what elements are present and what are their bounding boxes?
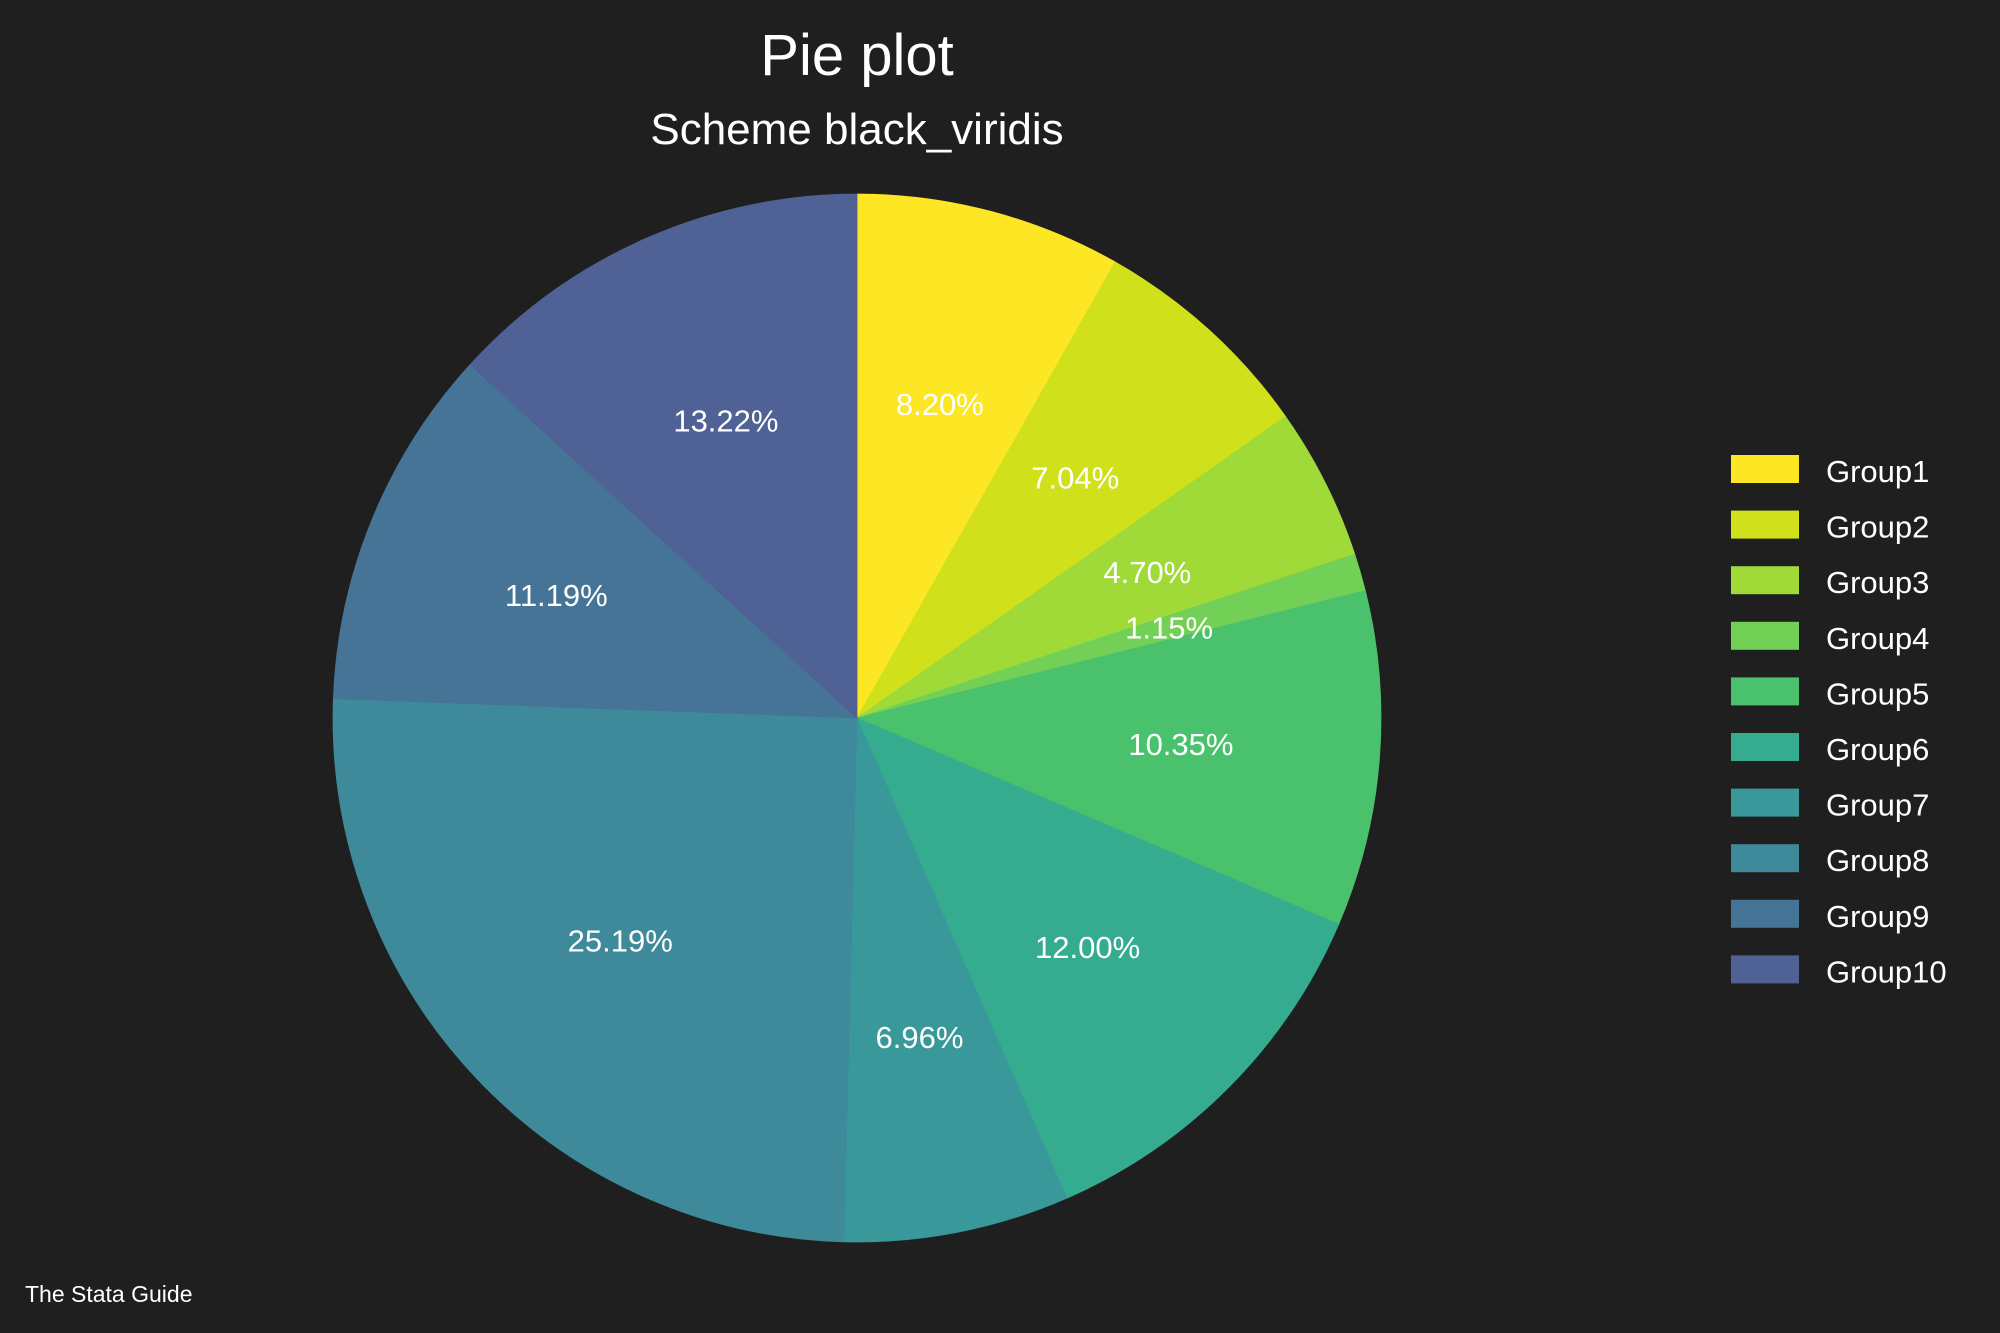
legend-swatch xyxy=(1731,455,1799,483)
legend-label: Group2 xyxy=(1826,510,1929,545)
chart-title: Pie plot xyxy=(760,23,953,88)
pie-slice-group10 xyxy=(469,193,858,719)
slice-label-group4: 1.15% xyxy=(1125,611,1213,646)
slice-label-group3: 4.70% xyxy=(1103,555,1191,590)
pie-slice-group6 xyxy=(856,717,1340,1199)
legend-item-group2: Group2 xyxy=(1731,510,1929,545)
legend-item-group3: Group3 xyxy=(1731,565,1929,600)
pie-slice-group1 xyxy=(856,193,1116,720)
pie-slice-group2 xyxy=(856,261,1287,719)
legend-label: Group5 xyxy=(1826,676,1929,711)
legend-swatch xyxy=(1731,955,1799,984)
slice-label-group8: 25.19% xyxy=(568,924,673,959)
legend-swatch xyxy=(1731,844,1799,873)
legend-label: Group1 xyxy=(1826,454,1929,489)
chart-note: The Stata Guide xyxy=(25,1281,193,1307)
legend-swatch xyxy=(1731,621,1799,650)
slice-label-group7: 6.96% xyxy=(876,1020,964,1055)
pie-slice-group5 xyxy=(855,590,1382,925)
chart-subtitle: Scheme black_viridis xyxy=(650,105,1063,154)
slice-label-group1: 8.20% xyxy=(896,387,984,422)
pie-slice-group8 xyxy=(332,698,858,1243)
legend-item-group9: Group9 xyxy=(1731,899,1929,934)
pie-slice-group7 xyxy=(843,717,1068,1243)
legend: Group1 Group2 Group3 Group4 Group5 Group6 Grou… xyxy=(1731,454,1947,989)
legend-item-group8: Group8 xyxy=(1731,843,1929,878)
legend-swatch xyxy=(1731,510,1799,539)
pie-slices xyxy=(332,193,1382,1243)
slice-label-group9: 11.19% xyxy=(505,578,608,613)
legend-swatch xyxy=(1731,899,1799,928)
slice-label-group10: 13.22% xyxy=(673,404,778,439)
pie-slice-group9 xyxy=(332,364,859,719)
legend-item-group5: Group5 xyxy=(1731,676,1929,711)
legend-swatch xyxy=(1731,566,1799,595)
slice-label-group6: 12.00% xyxy=(1035,930,1140,965)
legend-label: Group7 xyxy=(1826,788,1929,823)
legend-swatch xyxy=(1731,733,1799,761)
legend-label: Group4 xyxy=(1826,621,1929,656)
legend-label: Group3 xyxy=(1826,565,1929,600)
legend-item-group7: Group7 xyxy=(1731,788,1929,823)
legend-item-group6: Group6 xyxy=(1731,732,1929,767)
legend-item-group4: Group4 xyxy=(1731,621,1929,656)
legend-swatch xyxy=(1731,677,1799,706)
legend-item-group1: Group1 xyxy=(1731,454,1929,489)
legend-label: Group8 xyxy=(1826,843,1929,878)
legend-item-group10: Group10 xyxy=(1731,954,1947,989)
pie-slice-labels: 8.20% 7.04% 4.70% 1.15% 10.35% 12.00% 6.96% 25.… xyxy=(505,387,1234,1055)
legend-label: Group6 xyxy=(1826,732,1929,767)
legend-swatch xyxy=(1731,788,1799,817)
pie-slice-group3 xyxy=(856,415,1356,719)
slice-label-group2: 7.04% xyxy=(1031,460,1119,495)
slice-label-group5: 10.35% xyxy=(1128,727,1233,762)
legend-label: Group10 xyxy=(1826,954,1947,989)
legend-label: Group9 xyxy=(1826,899,1929,934)
